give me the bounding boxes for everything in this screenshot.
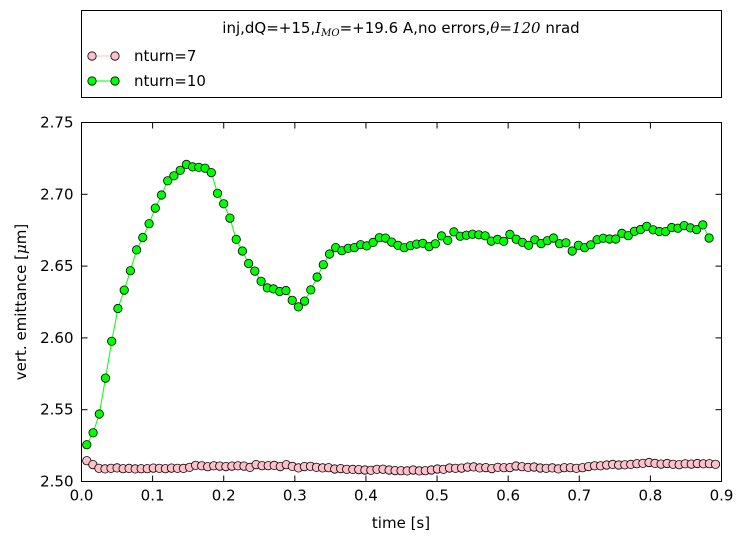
data-point bbox=[119, 285, 129, 295]
y-tick-label: 2.50 bbox=[40, 473, 73, 491]
data-point bbox=[156, 190, 167, 200]
data-point bbox=[480, 231, 490, 241]
data-point bbox=[293, 302, 303, 312]
data-point bbox=[698, 220, 708, 230]
axis-ticks: 0.0 0.1 0.2 0.3 0.4 0.5 0.6 0.7 0.8 0.9 2.50 2.55 2.… bbox=[40, 114, 733, 505]
legend-title: inj,dQ=+15,IMO=+19.6 A,no errors,θ=120 n… bbox=[222, 19, 579, 39]
data-point bbox=[100, 373, 111, 383]
legend-title-part: inj,dQ=+15, bbox=[222, 19, 315, 37]
data-point bbox=[611, 234, 621, 244]
data-point bbox=[206, 168, 216, 178]
x-tick-label: 0.0 bbox=[70, 487, 94, 505]
legend-title-math-sub: MO bbox=[320, 28, 339, 39]
data-point bbox=[691, 225, 702, 235]
data-point bbox=[169, 171, 179, 181]
x-tick-label: 0.2 bbox=[212, 487, 236, 505]
data-point bbox=[113, 303, 123, 314]
data-point bbox=[623, 231, 633, 241]
legend-title-part: =+19.6 A,no errors, bbox=[340, 19, 491, 37]
legend-frame bbox=[81, 10, 722, 98]
data-point bbox=[125, 266, 135, 276]
x-tick-label: 0.8 bbox=[638, 487, 662, 505]
legend-label: nturn=7 bbox=[134, 47, 196, 65]
data-point bbox=[107, 336, 117, 346]
legend-title-part: nrad bbox=[541, 19, 580, 37]
plot-frame bbox=[81, 122, 722, 482]
data-point bbox=[430, 239, 440, 249]
data-point bbox=[586, 240, 596, 250]
legend-marker bbox=[110, 76, 120, 86]
data-point bbox=[287, 295, 297, 305]
data-point bbox=[324, 249, 335, 259]
legend-entry-nturn-7: nturn=7 bbox=[87, 47, 196, 65]
data-point bbox=[548, 233, 559, 243]
series-nturn-10 bbox=[82, 159, 714, 450]
legend: inj,dQ=+15,IMO=+19.6 A,no errors,θ=120 n… bbox=[81, 10, 722, 98]
data-point bbox=[306, 285, 316, 295]
data-point bbox=[281, 285, 291, 296]
x-axis-label: time [s] bbox=[372, 514, 430, 532]
data-point bbox=[144, 219, 154, 229]
y-axis-label-math-mu: μ bbox=[12, 244, 30, 254]
y-axis-label: vert. emittance [μm] bbox=[12, 224, 30, 380]
data-point bbox=[219, 199, 229, 209]
data-point bbox=[163, 176, 173, 186]
legend-title-math-eq: = bbox=[499, 19, 512, 37]
data-point bbox=[523, 240, 534, 250]
data-point bbox=[175, 165, 185, 175]
data-point bbox=[318, 260, 328, 270]
x-tick-label: 0.6 bbox=[496, 487, 520, 505]
data-point bbox=[368, 237, 378, 247]
x-tick-label: 0.5 bbox=[425, 487, 449, 505]
data-point bbox=[200, 163, 210, 173]
data-point bbox=[132, 245, 142, 255]
x-tick-label: 0.4 bbox=[354, 487, 378, 505]
x-tick-label: 0.3 bbox=[283, 487, 307, 505]
y-tick-label: 2.60 bbox=[40, 329, 73, 347]
data-point bbox=[138, 232, 148, 243]
data-point bbox=[567, 246, 577, 256]
data-point bbox=[231, 234, 241, 244]
y-axis-label-part: m] bbox=[12, 224, 30, 244]
data-point bbox=[299, 296, 310, 306]
y-tick-label: 2.75 bbox=[40, 114, 73, 132]
data-point bbox=[704, 233, 714, 243]
data-point bbox=[312, 272, 322, 282]
data-point bbox=[212, 188, 223, 198]
y-tick-label: 2.70 bbox=[40, 185, 73, 203]
data-point bbox=[710, 459, 721, 469]
legend-marker bbox=[87, 51, 97, 61]
legend-title-math-i: I bbox=[314, 19, 322, 37]
data-point bbox=[561, 238, 571, 248]
legend-title-math-theta: θ bbox=[490, 19, 499, 37]
data-point bbox=[250, 266, 260, 276]
data-point bbox=[256, 276, 266, 286]
x-tick-label: 0.9 bbox=[710, 487, 734, 505]
data-point bbox=[82, 440, 92, 450]
data-point bbox=[88, 428, 98, 438]
data-point bbox=[443, 235, 453, 245]
data-point bbox=[94, 409, 104, 419]
data-point bbox=[150, 203, 160, 213]
y-tick-label: 2.65 bbox=[40, 257, 73, 275]
legend-entry-nturn-10: nturn=10 bbox=[87, 72, 206, 90]
x-tick-label: 0.7 bbox=[567, 487, 591, 505]
data-point bbox=[499, 236, 509, 246]
legend-marker bbox=[87, 76, 97, 86]
legend-marker bbox=[110, 51, 120, 61]
data-point bbox=[449, 227, 459, 237]
legend-label: nturn=10 bbox=[134, 72, 206, 90]
series-layer bbox=[82, 159, 721, 476]
y-axis-label-part: vert. emittance [ bbox=[12, 254, 30, 380]
data-point bbox=[225, 213, 235, 223]
y-tick-label: 2.55 bbox=[40, 401, 73, 419]
data-point bbox=[436, 231, 447, 241]
data-point bbox=[244, 258, 254, 269]
data-point bbox=[237, 246, 247, 256]
series-nturn-7 bbox=[82, 456, 721, 476]
legend-title-math-value: 120 bbox=[512, 19, 541, 37]
x-tick-label: 0.1 bbox=[141, 487, 165, 505]
data-point bbox=[505, 229, 515, 239]
